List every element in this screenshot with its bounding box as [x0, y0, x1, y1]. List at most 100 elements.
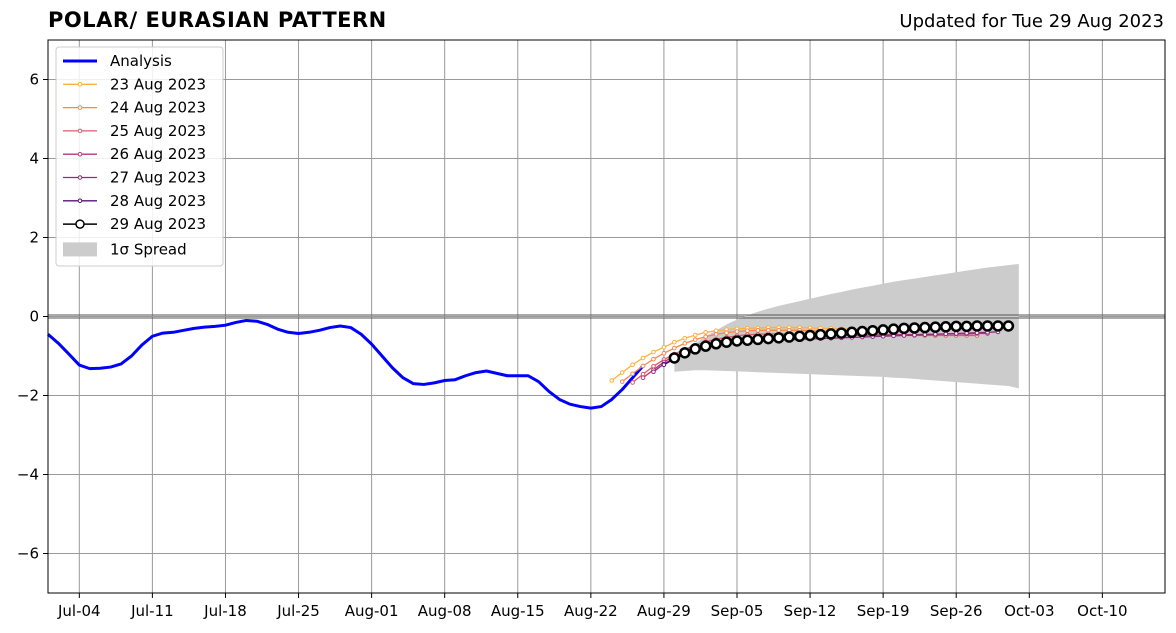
legend-marker	[77, 128, 83, 134]
forecast-point	[908, 322, 921, 334]
legend-label: 28 Aug 2023	[110, 192, 206, 210]
forecast-point	[1002, 320, 1015, 332]
series-layer	[47, 318, 1015, 410]
forecast-point	[814, 328, 827, 341]
forecast-point	[922, 332, 928, 337]
forecast-series	[668, 320, 1015, 364]
x-tick-label: Oct-03	[1004, 602, 1054, 620]
spread-band	[674, 263, 1019, 389]
forecast-point	[953, 331, 959, 336]
forecast-point	[640, 363, 646, 369]
legend-label: 1σ Spread	[110, 240, 187, 258]
x-tick-label: Jul-04	[57, 602, 101, 620]
y-tick-label: −2	[17, 387, 39, 405]
x-tick-label: Aug-29	[637, 602, 691, 620]
forecast-point	[679, 347, 691, 359]
legend-entry: 26 Aug 2023	[63, 145, 206, 163]
forecast-point	[846, 326, 858, 339]
x-tick-label: Sep-26	[930, 602, 983, 620]
forecast-series	[619, 328, 865, 384]
legend-marker	[77, 105, 83, 110]
forecast-point	[752, 333, 764, 346]
legend-marker	[77, 82, 83, 87]
x-tick-label: Aug-01	[345, 602, 399, 620]
legend-label: 26 Aug 2023	[110, 145, 206, 163]
x-tick-label: Sep-12	[784, 602, 837, 620]
forecast-point	[929, 321, 942, 333]
grid-lines	[48, 40, 1165, 593]
x-tick-label: Jul-25	[276, 602, 320, 620]
forecast-point	[866, 324, 879, 337]
forecast-point	[901, 333, 907, 338]
legend-label: 25 Aug 2023	[110, 122, 206, 140]
forecast-point	[689, 343, 701, 355]
legend-entry: Analysis	[63, 52, 172, 70]
forecast-point	[724, 330, 729, 335]
forecast-point	[960, 320, 973, 333]
forecast-point	[651, 356, 656, 362]
forecast-point	[981, 320, 994, 332]
forecast-point	[619, 370, 625, 375]
legend-marker	[77, 151, 83, 157]
forecast-point	[699, 340, 712, 352]
forecast-point	[651, 349, 656, 355]
forecast-point	[630, 380, 635, 385]
x-tick-label: Sep-19	[857, 602, 910, 620]
forecast-point	[856, 325, 869, 338]
chart-title: POLAR/ EURASIAN PATTERN	[48, 8, 387, 32]
forecast-point	[720, 336, 733, 348]
forecast-point	[713, 331, 719, 337]
forecast-point	[619, 379, 625, 384]
forecast-point	[745, 328, 750, 334]
y-tick-label: 0	[29, 308, 39, 326]
forecast-point	[640, 375, 646, 381]
forecast-point	[661, 362, 667, 367]
forecast-point	[731, 335, 743, 347]
legend-entry: 25 Aug 2023	[63, 122, 206, 140]
legend-label: Analysis	[110, 52, 172, 70]
forecast-point	[661, 350, 667, 356]
forecast-point	[887, 323, 900, 335]
forecast-point	[672, 345, 677, 351]
forecast-point	[682, 335, 688, 341]
forecast-point	[912, 332, 917, 338]
forecast-point	[825, 328, 837, 340]
legend-swatch	[63, 242, 97, 257]
forecast-point	[943, 331, 949, 337]
forecast-point	[992, 320, 1004, 332]
forecast-point	[950, 320, 962, 333]
forecast-point	[734, 329, 740, 334]
axis-ticks: Jul-04 Jul-11 Jul-18 Jul-25 Aug-01 Aug-08 Aug-…	[17, 71, 1128, 621]
x-tick-label: Jul-11	[130, 602, 174, 620]
forecast-point	[783, 331, 795, 343]
forecast-point	[793, 330, 806, 342]
forecast-point	[940, 321, 952, 333]
forecast-point	[710, 338, 722, 350]
forecast-point	[877, 324, 889, 336]
legend-marker	[77, 198, 83, 204]
forecast-point	[703, 330, 708, 335]
x-tick-label: Jul-18	[203, 602, 247, 620]
legend-entry: 1σ Spread	[63, 240, 187, 258]
legend-label: 24 Aug 2023	[110, 99, 206, 117]
legend-entry: 23 Aug 2023	[63, 75, 206, 93]
forecast-point	[898, 322, 910, 335]
x-tick-label: Aug-15	[491, 602, 545, 620]
x-tick-label: Aug-08	[418, 602, 472, 620]
legend-marker	[77, 175, 83, 180]
legend-label: 23 Aug 2023	[110, 75, 206, 93]
legend-label: 29 Aug 2023	[110, 215, 206, 233]
forecast-point	[971, 320, 983, 332]
forecast-point	[651, 369, 656, 375]
legend: Analysis 23 Aug 2023 24 Aug 2023 25 Aug 202…	[55, 46, 224, 267]
forecast-point	[672, 339, 677, 345]
legend-entry: 24 Aug 2023	[63, 99, 206, 117]
x-tick-label: Aug-22	[564, 602, 618, 620]
y-tick-label: −4	[17, 466, 39, 484]
x-tick-label: Sep-05	[711, 602, 764, 620]
legend-entry: 29 Aug 2023	[63, 215, 206, 233]
forecast-point	[640, 355, 646, 361]
forecast-point	[804, 329, 816, 342]
analysis-line	[47, 318, 645, 410]
